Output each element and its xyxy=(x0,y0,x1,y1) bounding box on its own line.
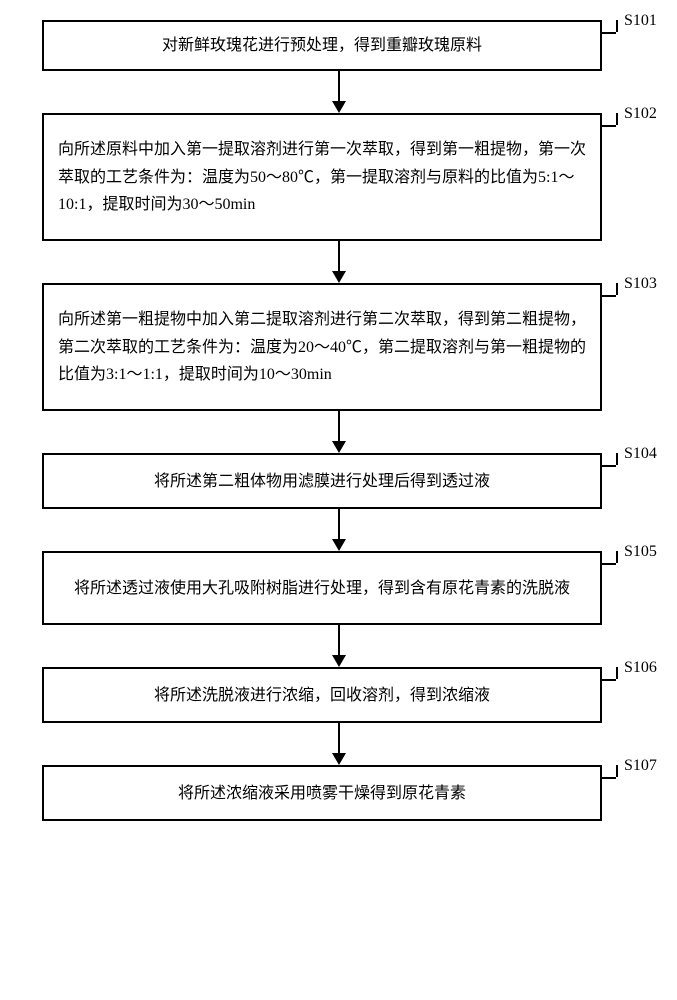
flow-box-text: 将所述浓缩液采用喷雾干燥得到原花青素 xyxy=(178,780,466,807)
label-connector-v xyxy=(616,765,618,777)
label-connector-v xyxy=(616,113,618,125)
step-label: S104 xyxy=(624,445,657,463)
step-label: S106 xyxy=(624,659,657,677)
flow-box-s103: 向所述第一粗提物中加入第二提取溶剂进行第二次萃取，得到第二粗提物，第二次萃取的工… xyxy=(42,283,602,411)
label-connector-h xyxy=(602,777,616,779)
label-connector-h xyxy=(602,125,616,127)
flowchart-container: 对新鲜玫瑰花进行预处理，得到重瓣玫瑰原料 S101 向所述原料中加入第一提取溶剂… xyxy=(20,20,657,821)
arrow-down-icon xyxy=(332,241,346,283)
label-connector-v xyxy=(616,453,618,465)
flow-box-text: 将所述透过液使用大孔吸附树脂进行处理，得到含有原花青素的洗脱液 xyxy=(74,575,570,602)
label-connector-v xyxy=(616,667,618,679)
flow-box-text: 将所述洗脱液进行浓缩，回收溶剂，得到浓缩液 xyxy=(154,682,490,709)
flow-box-text: 向所述原料中加入第一提取溶剂进行第一次萃取，得到第一粗提物，第一次萃取的工艺条件… xyxy=(58,136,586,218)
label-connector-h xyxy=(602,679,616,681)
arrow-down-icon xyxy=(332,71,346,113)
step-row: 向所述原料中加入第一提取溶剂进行第一次萃取，得到第一粗提物，第一次萃取的工艺条件… xyxy=(20,113,657,241)
step-label: S101 xyxy=(624,12,657,30)
label-connector-h xyxy=(602,563,616,565)
flow-box-s106: 将所述洗脱液进行浓缩，回收溶剂，得到浓缩液 xyxy=(42,667,602,723)
flow-box-text: 向所述第一粗提物中加入第二提取溶剂进行第二次萃取，得到第二粗提物，第二次萃取的工… xyxy=(58,306,586,388)
label-connector-h xyxy=(602,295,616,297)
step-row: 将所述透过液使用大孔吸附树脂进行处理，得到含有原花青素的洗脱液 S105 xyxy=(20,551,657,625)
arrow-down-icon xyxy=(332,509,346,551)
label-connector-v xyxy=(616,20,618,32)
flow-box-text: 将所述第二粗体物用滤膜进行处理后得到透过液 xyxy=(154,468,490,495)
step-label: S102 xyxy=(624,105,657,123)
step-label: S107 xyxy=(624,757,657,775)
arrow-down-icon xyxy=(332,625,346,667)
flow-box-s104: 将所述第二粗体物用滤膜进行处理后得到透过液 xyxy=(42,453,602,509)
flow-box-s102: 向所述原料中加入第一提取溶剂进行第一次萃取，得到第一粗提物，第一次萃取的工艺条件… xyxy=(42,113,602,241)
label-connector-h xyxy=(602,32,616,34)
flow-box-s105: 将所述透过液使用大孔吸附树脂进行处理，得到含有原花青素的洗脱液 xyxy=(42,551,602,625)
flow-box-s107: 将所述浓缩液采用喷雾干燥得到原花青素 xyxy=(42,765,602,821)
step-label: S105 xyxy=(624,543,657,561)
step-row: 将所述第二粗体物用滤膜进行处理后得到透过液 S104 xyxy=(20,453,657,509)
arrow-down-icon xyxy=(332,411,346,453)
step-row: 对新鲜玫瑰花进行预处理，得到重瓣玫瑰原料 S101 xyxy=(20,20,657,71)
arrow-down-icon xyxy=(332,723,346,765)
step-label: S103 xyxy=(624,275,657,293)
label-connector-v xyxy=(616,551,618,563)
step-row: 向所述第一粗提物中加入第二提取溶剂进行第二次萃取，得到第二粗提物，第二次萃取的工… xyxy=(20,283,657,411)
label-connector-v xyxy=(616,283,618,295)
step-row: 将所述洗脱液进行浓缩，回收溶剂，得到浓缩液 S106 xyxy=(20,667,657,723)
flow-box-s101: 对新鲜玫瑰花进行预处理，得到重瓣玫瑰原料 xyxy=(42,20,602,71)
flow-box-text: 对新鲜玫瑰花进行预处理，得到重瓣玫瑰原料 xyxy=(162,32,482,59)
step-row: 将所述浓缩液采用喷雾干燥得到原花青素 S107 xyxy=(20,765,657,821)
label-connector-h xyxy=(602,465,616,467)
